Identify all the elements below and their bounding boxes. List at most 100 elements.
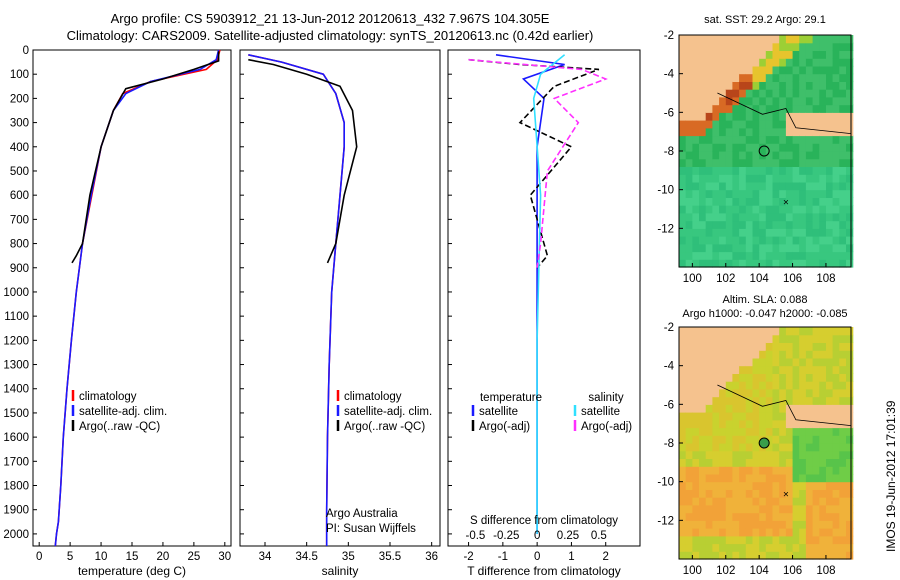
map-cell	[679, 543, 687, 552]
map-cell	[752, 96, 760, 106]
map-cell	[832, 458, 840, 467]
map-cell	[679, 412, 687, 421]
map-cell	[826, 327, 834, 336]
map-cell	[712, 104, 720, 113]
map-cell	[685, 512, 693, 521]
map-cell	[792, 443, 800, 452]
temperature-legend-label: Argo(..raw -QC)	[79, 421, 160, 433]
map-cell	[759, 181, 767, 191]
map-cell	[826, 143, 834, 152]
map-cell	[785, 181, 794, 191]
map-cell	[812, 127, 820, 137]
map-cell	[739, 243, 747, 253]
map-cell	[739, 251, 747, 260]
map-cell	[799, 174, 807, 183]
map-cell	[759, 528, 767, 537]
map-cell	[725, 228, 734, 237]
map-cell	[692, 174, 700, 183]
map-cell	[692, 212, 700, 222]
sst-map-cross-mark: ×	[783, 197, 789, 208]
map-cell	[765, 357, 774, 367]
map-cell	[812, 143, 820, 152]
map-cell	[772, 466, 780, 475]
sst-map-y-tick-label: -6	[664, 107, 674, 119]
map-cell	[759, 512, 767, 521]
map-cell	[725, 243, 734, 253]
map-cell	[752, 73, 760, 82]
map-cell	[812, 120, 820, 129]
map-cell	[772, 388, 780, 398]
map-cell	[792, 342, 800, 351]
map-cell	[846, 443, 854, 452]
diff-top-tick-label: 0.5	[591, 530, 607, 542]
map-cell	[725, 419, 734, 429]
map-cell	[732, 158, 740, 167]
map-cell	[765, 96, 774, 106]
map-cell	[765, 535, 774, 545]
map-cell	[712, 127, 720, 137]
depth-tick-label: 1800	[3, 481, 29, 493]
map-cell	[812, 396, 820, 405]
map-cell	[752, 228, 760, 237]
map-cell	[732, 497, 740, 506]
map-cell	[826, 166, 834, 175]
map-cell	[705, 135, 713, 144]
map-cell	[725, 481, 734, 490]
map-cell	[759, 50, 767, 59]
map-cell	[725, 127, 734, 137]
map-cell	[779, 181, 787, 191]
map-cell	[792, 89, 800, 98]
map-cell	[759, 357, 767, 367]
depth-tick-label: 1200	[3, 335, 29, 347]
map-cell	[739, 96, 747, 106]
diff-legend-label: Argo(-adj)	[479, 421, 530, 433]
diff-top-tick-label: -0.5	[466, 530, 486, 542]
map-cell	[785, 189, 794, 198]
map-cell	[725, 443, 734, 452]
map-cell	[725, 458, 734, 467]
map-cell	[839, 259, 847, 268]
map-cell	[832, 181, 840, 191]
map-cell	[732, 481, 740, 490]
map-cell	[832, 96, 840, 106]
map-cell	[739, 205, 747, 214]
map-cell	[785, 112, 794, 121]
map-cell	[779, 373, 787, 382]
map-cell	[846, 419, 854, 429]
map-cell	[725, 151, 734, 160]
map-cell	[826, 551, 834, 560]
map-cell	[846, 151, 854, 160]
map-cell	[732, 220, 740, 229]
map-cell	[805, 151, 814, 160]
map-cell	[719, 419, 727, 429]
map-cell	[846, 50, 854, 59]
depth-tick-label: 600	[10, 190, 29, 202]
map-cell	[692, 127, 700, 137]
map-cell	[819, 220, 827, 229]
map-cell	[745, 535, 754, 545]
map-cell	[819, 42, 827, 51]
map-cell	[799, 419, 807, 429]
map-cell	[805, 365, 814, 374]
map-cell	[779, 350, 787, 359]
map-cell	[812, 350, 820, 359]
map-cell	[725, 166, 734, 175]
map-cell	[805, 357, 814, 367]
map-cell	[692, 220, 700, 229]
map-cell	[799, 373, 807, 382]
map-cell	[759, 404, 767, 413]
map-cell	[826, 158, 834, 167]
map-cell	[792, 228, 800, 237]
map-cell	[792, 481, 800, 490]
map-cell	[846, 543, 854, 552]
map-cell	[772, 489, 780, 498]
temperature-legend-label: satellite-adj. clim.	[79, 406, 167, 418]
map-cell	[752, 243, 760, 253]
map-cell	[699, 197, 707, 206]
depth-tick-label: 1000	[3, 287, 29, 299]
map-cell	[732, 334, 740, 343]
map-cell	[819, 458, 827, 467]
map-cell	[712, 419, 720, 429]
map-cell	[745, 551, 754, 560]
map-cell	[765, 350, 774, 359]
